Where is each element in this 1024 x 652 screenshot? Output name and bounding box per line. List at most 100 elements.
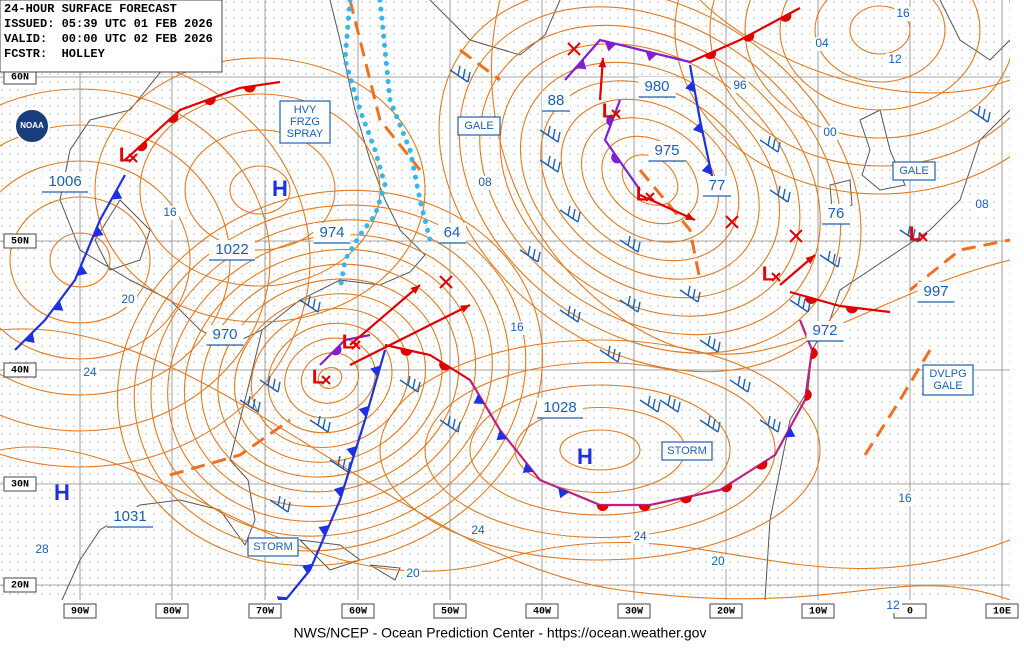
warning-text: SPRAY: [287, 128, 324, 140]
lon-label-box: [433, 603, 467, 619]
warm-front-symbol: [756, 460, 768, 470]
isobar: [674, 0, 1010, 195]
isobar: [0, 160, 191, 360]
isobar-label-bg: [631, 530, 649, 544]
lat-label: 40N: [11, 366, 29, 377]
isobar-label-bg: [896, 492, 914, 506]
motion-arrowhead: [598, 58, 607, 68]
cold-front-symbol: [333, 486, 345, 498]
isobar-label: 28: [35, 542, 49, 556]
cold-front-symbol: [92, 226, 104, 238]
isobar: [499, 43, 801, 317]
cold-front-symbol: [358, 405, 370, 418]
isobar: [0, 446, 1010, 572]
coastline: [859, 109, 906, 191]
pressure-value: 972: [812, 322, 837, 339]
isobar-label-bg: [884, 599, 902, 613]
pressure-box: [107, 507, 153, 527]
front: [384, 343, 471, 381]
cold-front-symbol: [604, 41, 617, 52]
warning-text: DVLPG: [929, 368, 966, 380]
high-center: H: [272, 176, 288, 201]
cold-front-symbol: [302, 563, 313, 575]
front: [319, 333, 371, 366]
warm-front-symbol: [439, 361, 451, 371]
isobar-label: 24: [633, 529, 647, 543]
isobar-label-bg: [973, 198, 991, 212]
pressure-value: 64: [444, 224, 461, 241]
warning-box: [457, 116, 501, 136]
lon-label-box: [525, 603, 559, 619]
wind-barb: [259, 375, 281, 393]
header-issued: ISSUED: 05:39 UTC 01 FEB 2026: [4, 17, 213, 31]
cold-front-symbol: [558, 487, 570, 499]
pressure-box: [703, 176, 731, 196]
isobar-label: 04: [815, 36, 829, 50]
isobar: [519, 61, 781, 299]
coastline: [369, 564, 401, 581]
lon-label-box: [709, 603, 743, 619]
lat-label: 60N: [11, 73, 29, 84]
lon-label: 40W: [533, 607, 551, 618]
isobar: [699, 0, 1010, 94]
low-center: L: [636, 183, 648, 205]
isobar-label-bg: [508, 321, 526, 335]
isobar: [559, 429, 641, 471]
low-cross: [321, 375, 331, 385]
ice-edge: [377, 0, 433, 243]
wind-barb: [759, 415, 781, 433]
lon-label-box: [985, 603, 1019, 619]
warning-text: STORM: [253, 541, 293, 553]
wind-barb: [619, 235, 641, 253]
isobar-label-bg: [161, 206, 179, 220]
cold-front-symbol: [784, 427, 796, 438]
pressure-value: 975: [654, 142, 679, 159]
cold-front-symbol: [473, 393, 485, 405]
footer: NWS/NCEP - Ocean Prediction Center - htt…: [294, 625, 707, 641]
future-position: [725, 215, 739, 229]
wind-barb: [679, 285, 701, 303]
pressure-value: 1022: [215, 241, 248, 258]
warning-text: GALE: [464, 120, 493, 132]
pressure-box: [206, 325, 244, 345]
isobar-label-bg: [404, 567, 422, 581]
isobar-label: 00: [823, 125, 837, 139]
warm-front-symbol: [136, 141, 148, 152]
future-position: [789, 229, 803, 243]
coastline: [429, 0, 561, 56]
lon-label: 60W: [349, 607, 367, 618]
warm-front-symbol: [845, 306, 858, 314]
isobar: [560, 98, 740, 262]
isobar: [9, 196, 151, 324]
warm-front-symbol: [704, 50, 717, 60]
isobar-label-bg: [731, 79, 749, 93]
isobar: [849, 5, 911, 55]
warm-front-symbol: [611, 152, 621, 164]
wind-barb: [439, 415, 461, 433]
isobar-label-bg: [469, 524, 487, 538]
cold-front-symbol: [685, 80, 696, 93]
front: [14, 174, 126, 351]
wind-barb: [619, 295, 641, 313]
lon-label: 70W: [256, 607, 274, 618]
header-box: [0, 0, 223, 73]
low-cross: [611, 109, 621, 119]
header-forecaster: FCSTR: HOLLEY: [4, 47, 106, 61]
isobar: [94, 57, 426, 323]
isobar-label-bg: [81, 366, 99, 380]
isobar: [284, 337, 376, 419]
wind-barb: [449, 65, 471, 83]
wind-barb: [269, 495, 291, 513]
isobar: [183, 248, 477, 508]
future-position: [567, 42, 581, 56]
warm-front-symbol: [679, 496, 692, 504]
low-center: L: [909, 223, 921, 245]
pressure-box: [537, 398, 583, 418]
isobar-label: 08: [975, 197, 989, 211]
high-center: H: [577, 444, 593, 469]
wind-barb: [539, 155, 561, 173]
lat-label-box: [3, 577, 37, 593]
lon-label: 0: [907, 607, 913, 618]
warm-front-symbol: [638, 505, 651, 512]
